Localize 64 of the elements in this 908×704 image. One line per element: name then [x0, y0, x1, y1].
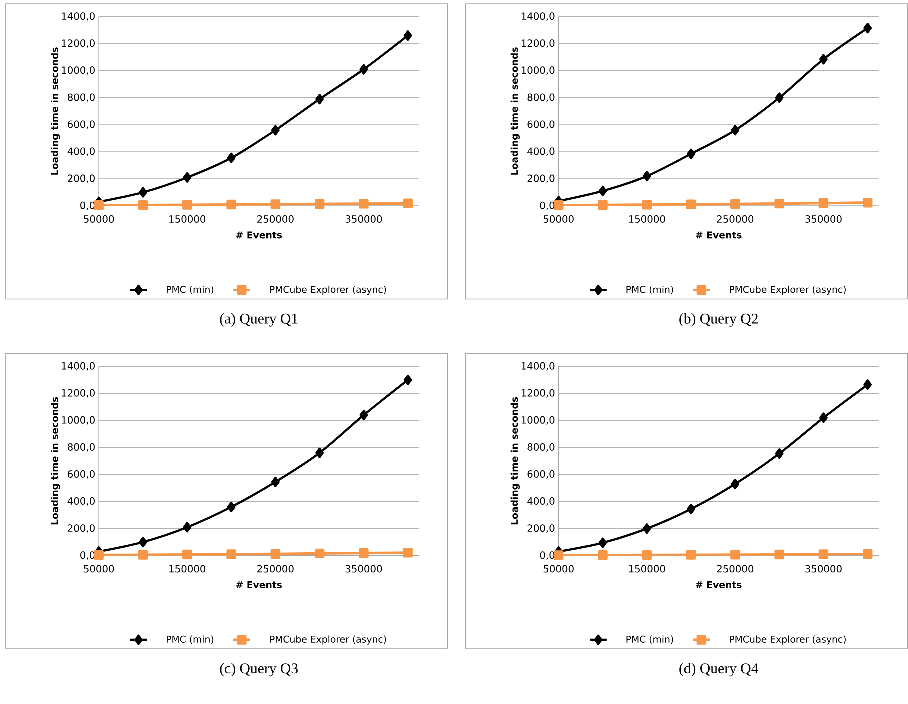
- x-tick-label: 350000: [346, 565, 382, 573]
- x-tick-label: 150000: [629, 215, 666, 223]
- y-tick-label: 1000,0: [62, 66, 95, 75]
- x-tick-label: 50000: [544, 565, 574, 573]
- legend-label: PMC (min): [626, 286, 674, 294]
- y-tick-label: 400,0: [528, 148, 555, 156]
- legend-label: PMCube Explorer (async): [270, 286, 386, 295]
- x-tick-label: 350000: [806, 565, 842, 573]
- y-tick-label: 1200,0: [62, 39, 95, 48]
- x-tick-label: 250000: [258, 215, 294, 223]
- y-tick-label: 1400,0: [522, 362, 555, 371]
- x-tick-label: 150000: [170, 565, 206, 573]
- y-tick-label: 600,0: [528, 470, 555, 479]
- y-tick-label: 800,0: [68, 93, 95, 102]
- legend-label: PMCube Explorer (async): [270, 635, 386, 645]
- x-tick-label: 150000: [629, 565, 666, 573]
- y-tick-label: 400,0: [528, 497, 555, 506]
- y-tick-label: 1400,0: [62, 12, 95, 21]
- y-axis-title: Loading time in seconds: [510, 47, 520, 175]
- x-tick-label: 250000: [717, 565, 754, 573]
- text: (d) Query Q4: [680, 662, 758, 676]
- y-tick-label: 1400,0: [522, 12, 555, 21]
- x-tick-label: 50000: [544, 215, 574, 223]
- text: (c) Query Q3: [220, 662, 298, 676]
- y-tick-label: 200,0: [528, 174, 555, 184]
- y-tick-label: 400,0: [68, 148, 95, 156]
- x-axis-title: # Events: [696, 581, 742, 588]
- x-tick-label: 350000: [806, 215, 842, 223]
- y-tick-label: 1200,0: [522, 39, 555, 48]
- y-tick-label: 1000,0: [62, 416, 95, 425]
- y-tick-label: 1000,0: [522, 66, 555, 75]
- text: (b) Query Q2: [680, 313, 758, 327]
- x-axis-title: # Events: [236, 581, 282, 588]
- x-axis-title: # Events: [236, 232, 282, 238]
- legend-label: PMCube Explorer (async): [730, 286, 846, 295]
- x-tick-label: 350000: [346, 215, 382, 223]
- y-tick-label: 600,0: [68, 120, 95, 129]
- y-tick-label: 1400,0: [62, 362, 95, 371]
- y-tick-label: 800,0: [68, 443, 95, 452]
- x-tick-label: 50000: [84, 215, 114, 223]
- y-tick-label: 200,0: [528, 524, 555, 533]
- y-tick-label: 200,0: [68, 174, 95, 184]
- x-axis-title: # Events: [696, 232, 742, 238]
- y-tick-label: 600,0: [528, 120, 555, 129]
- y-tick-label: 800,0: [528, 93, 555, 102]
- y-tick-label: 1200,0: [62, 389, 95, 398]
- y-tick-label: 600,0: [68, 470, 95, 479]
- y-tick-label: 1000,0: [522, 416, 555, 425]
- y-axis-title: Loading time in seconds: [51, 47, 60, 175]
- x-tick-label: 150000: [170, 215, 206, 223]
- y-axis-title: Loading time in seconds: [51, 397, 60, 524]
- x-tick-label: 250000: [258, 565, 294, 573]
- legend-label: PMCube Explorer (async): [730, 635, 846, 645]
- text: (a) Query Q1: [220, 313, 298, 327]
- y-tick-label: 1200,0: [522, 389, 555, 398]
- y-axis-title: Loading time in seconds: [510, 397, 520, 524]
- x-tick-label: 250000: [717, 215, 754, 223]
- y-tick-label: 400,0: [68, 497, 95, 506]
- legend-label: PMC (min): [626, 635, 674, 644]
- legend-label: PMC (min): [167, 635, 214, 644]
- x-tick-label: 50000: [84, 565, 114, 573]
- y-tick-label: 800,0: [528, 443, 555, 452]
- y-tick-label: 200,0: [68, 524, 95, 533]
- legend-label: PMC (min): [167, 286, 214, 294]
